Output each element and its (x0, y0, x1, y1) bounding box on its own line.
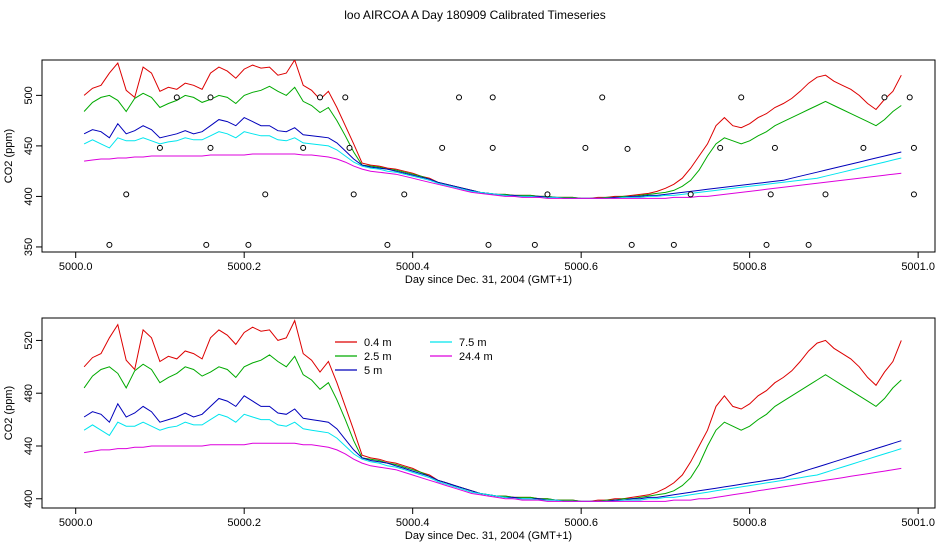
x-tick-label: 5000.6 (564, 517, 598, 529)
marker-point (582, 144, 589, 151)
legend-label: 7.5 m (459, 337, 487, 349)
marker-point (628, 241, 635, 248)
marker-point (346, 144, 353, 151)
marker-point (207, 144, 214, 151)
series-line-0-4-m (83, 60, 902, 199)
legend-label: 5 m (364, 365, 382, 377)
y-tick-label: 400 (23, 490, 35, 508)
x-axis-label: Day since Dec. 31, 2004 (GMT+1) (405, 274, 572, 286)
series-line-24-4-m (84, 153, 902, 199)
x-tick-label: 5000.4 (396, 517, 430, 529)
marker-point (544, 191, 551, 198)
marker-point (771, 144, 778, 151)
marker-point (123, 191, 130, 198)
series-line-0-4-m (83, 319, 902, 502)
marker-point (906, 94, 913, 101)
x-tick-label: 5000.0 (59, 261, 93, 273)
marker-point (738, 94, 745, 101)
x-tick-label: 5000.8 (733, 517, 767, 529)
marker-point (805, 241, 812, 248)
series-line-7-5-m (83, 131, 902, 199)
legend: 0.4 m 2.5 m 5 m 7.5 m 24.4 m (335, 337, 493, 377)
marker-point (763, 241, 770, 248)
marker-point (207, 94, 214, 101)
x-tick-label: 5001.0 (901, 517, 935, 529)
marker-point (485, 241, 492, 248)
series-line-5-m (83, 116, 902, 199)
marker-point (245, 241, 252, 248)
y-axis-label: CO2 (ppm) (3, 129, 15, 183)
marker-point (350, 191, 357, 198)
series-line-7-5-m (83, 413, 902, 502)
plot-frame (41, 59, 936, 253)
y-tick-label: 480 (23, 384, 35, 402)
marker-point (156, 144, 163, 151)
marker-point (910, 191, 917, 198)
marker-point (173, 94, 180, 101)
marker-point (262, 191, 269, 198)
x-tick-label: 5000.8 (733, 261, 767, 273)
y-tick-label: 400 (23, 187, 35, 205)
y-axis-label: CO2 (ppm) (3, 386, 15, 440)
y-tick-label: 500 (23, 86, 35, 104)
marker-point (489, 94, 496, 101)
y-tick-label: 440 (23, 437, 35, 455)
marker-point (670, 241, 677, 248)
legend-label: 2.5 m (364, 351, 392, 363)
marker-point (342, 94, 349, 101)
series-line-2-5-m (83, 85, 902, 199)
marker-point (860, 144, 867, 151)
marker-point (106, 241, 113, 248)
marker-point (401, 191, 408, 198)
chart-panel-2: 5000.0 5000.2 5000.4 5000.6 5000.8 5001.0 400 4… (3, 317, 936, 542)
marker-point (456, 94, 463, 101)
marker-point (439, 144, 446, 151)
marker-point (717, 144, 724, 151)
marker-point (910, 144, 917, 151)
x-axis-label: Day since Dec. 31, 2004 (GMT+1) (405, 530, 572, 542)
chart-panel-1: 5000.0 5000.2 5000.4 5000.6 5000.8 5001.0 350 4… (3, 59, 936, 286)
y-tick-label: 520 (23, 331, 35, 349)
x-tick-label: 5000.0 (59, 517, 93, 529)
y-tick-label: 350 (23, 238, 35, 256)
marker-point (822, 191, 829, 198)
marker-point (203, 241, 210, 248)
series-line-24-4-m (84, 442, 902, 502)
marker-point (599, 94, 606, 101)
series-line-5-m (83, 395, 902, 502)
x-tick-label: 5000.2 (227, 517, 261, 529)
marker-point (489, 144, 496, 151)
marker-point (531, 241, 538, 248)
legend-label: 0.4 m (364, 337, 392, 349)
marker-point (624, 145, 631, 152)
x-tick-label: 5000.4 (396, 261, 430, 273)
page-title: loo AIRCOA A Day 180909 Calibrated Times… (344, 8, 606, 22)
y-tick-label: 450 (23, 137, 35, 155)
marker-point (317, 94, 324, 101)
plot-frame (41, 317, 936, 509)
marker-point (881, 94, 888, 101)
marker-point (767, 191, 774, 198)
marker-point (384, 241, 391, 248)
x-tick-label: 5000.2 (227, 261, 261, 273)
legend-label: 24.4 m (459, 351, 493, 363)
x-tick-label: 5000.6 (564, 261, 598, 273)
x-tick-label: 5001.0 (901, 261, 935, 273)
marker-point (687, 191, 694, 198)
marker-point (300, 144, 307, 151)
series-line-2-5-m (83, 354, 902, 502)
